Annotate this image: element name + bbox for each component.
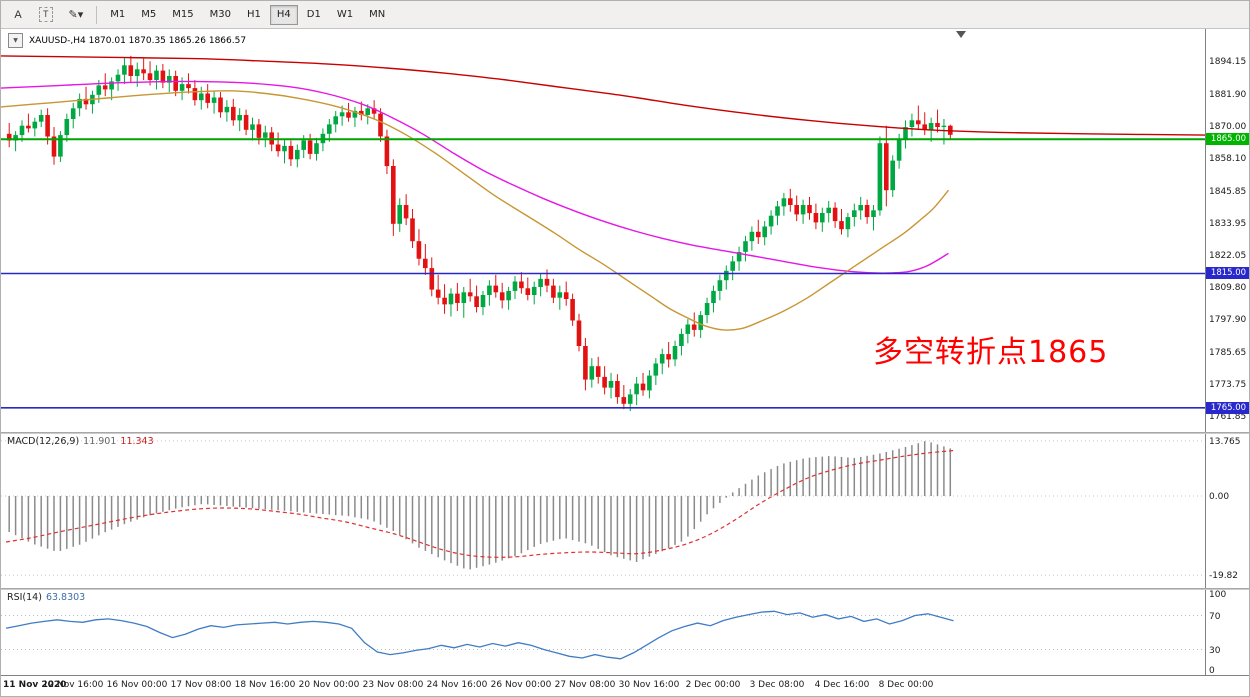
rsi-axis-label: 30: [1209, 646, 1221, 656]
price-axis-label: 1773.75: [1209, 380, 1247, 390]
time-axis-label: 16 Nov 00:00: [106, 680, 168, 690]
price-tag: 1865.00: [1206, 133, 1249, 145]
time-axis-label: 11 Nov 2020: [3, 680, 67, 690]
price-tag: 1815.00: [1206, 267, 1249, 279]
time-axis-label: 18 Nov 16:00: [234, 680, 296, 690]
time-axis-label: 20 Nov 00:00: [298, 680, 360, 690]
macd-panel-canvas[interactable]: [1, 434, 1205, 588]
price-axis-label: 1858.10: [1209, 154, 1247, 164]
macd-axis-label: 0.00: [1209, 492, 1230, 502]
macd-main-value: 11.901: [83, 436, 117, 447]
panel-separator-rsi[interactable]: [1, 588, 1249, 590]
rsi-axis-label: 70: [1209, 612, 1221, 622]
rsi-name: RSI(14): [7, 592, 42, 603]
macd-axis-label: -19.82: [1209, 571, 1239, 581]
ma-slow-line: [1, 55, 1205, 136]
rsi-axis-label: 0: [1209, 666, 1215, 676]
rsi-value: 63.8303: [45, 592, 86, 603]
ma-mid-line: [1, 80, 949, 274]
macd-name: MACD(12,26,9): [7, 436, 80, 447]
time-axis-label: 26 Nov 00:00: [490, 680, 552, 690]
timeframe-button-d1[interactable]: D1: [300, 5, 328, 25]
macd-signal-value: 11.343: [120, 436, 154, 447]
arrow-tool-button[interactable]: A: [6, 4, 30, 26]
macd-label: MACD(12,26,9) 11.901 11.343: [7, 436, 154, 447]
time-axis-label: 23 Nov 08:00: [362, 680, 424, 690]
chart-shift-marker[interactable]: [956, 31, 966, 38]
symbol-info: ▼ XAUUSD-,H4 1870.01 1870.35 1865.26 186…: [8, 33, 246, 48]
toolbar: A T ✎▾ M1 M5 M15 M30 H1 H4 D1 W1 MN: [1, 1, 1249, 29]
chevron-down-icon: ▼: [13, 37, 18, 44]
price-axis-label: 1894.15: [1209, 57, 1247, 67]
price-axis-label: 1881.90: [1209, 90, 1247, 100]
macd-axis-label: 13.765: [1209, 437, 1241, 447]
price-axis-label: 1833.95: [1209, 219, 1247, 229]
panel-separator-macd[interactable]: [1, 432, 1249, 434]
price-axis[interactable]: 1894.15 1881.90 1870.00 1858.10 1845.85 1833.…: [1205, 29, 1249, 676]
ma-fast-line: [1, 90, 950, 331]
time-axis-label: 3 Dec 08:00: [749, 680, 805, 690]
time-axis-label: 12 Nov 16:00: [42, 680, 104, 690]
timeframe-button-h1[interactable]: H1: [240, 5, 268, 25]
rsi-panel-canvas[interactable]: [1, 590, 1205, 675]
toolbar-separator: [96, 5, 98, 24]
timeframe-button-m15[interactable]: M15: [165, 5, 200, 25]
chart-window: ▼ XAUUSD-,H4 1870.01 1870.35 1865.26 186…: [1, 29, 1249, 696]
chart-annotation: 多空转折点1865: [873, 335, 1109, 370]
timeframe-toolbar: M1 M5 M15 M30 H1 H4 D1 W1 MN: [102, 4, 393, 25]
macd-signal-line: [5, 450, 954, 558]
timeframe-button-m30[interactable]: M30: [203, 5, 238, 25]
time-axis-label: 27 Nov 08:00: [554, 680, 616, 690]
price-axis-label: 1761.85: [1209, 412, 1247, 422]
text-tool-icon: T: [39, 7, 53, 22]
timeframe-button-mn[interactable]: MN: [362, 5, 392, 25]
rsi-axis-label: 100: [1209, 590, 1227, 600]
price-axis-label: 1822.05: [1209, 251, 1247, 261]
one-click-trading-toggle[interactable]: ▼: [8, 33, 23, 48]
timeframe-button-h4[interactable]: H4: [269, 4, 298, 25]
price-axis-label: 1785.65: [1209, 348, 1247, 358]
text-tool-button[interactable]: T: [32, 4, 60, 26]
price-axis-label: 1797.90: [1209, 315, 1247, 325]
timeframe-button-w1[interactable]: W1: [330, 5, 360, 25]
draw-tool-button[interactable]: ✎▾: [62, 4, 91, 26]
time-axis-label: 2 Dec 00:00: [685, 680, 741, 690]
timeframe-button-m5[interactable]: M5: [134, 5, 163, 25]
main-chart-canvas[interactable]: [1, 29, 1205, 432]
time-axis-label: 24 Nov 16:00: [426, 680, 488, 690]
rsi-label: RSI(14) 63.8303: [7, 592, 85, 603]
time-axis-label: 30 Nov 16:00: [618, 680, 680, 690]
timeframe-button-m1[interactable]: M1: [103, 5, 132, 25]
price-axis-label: 1845.85: [1209, 187, 1247, 197]
rsi-line: [5, 610, 954, 660]
time-axis-label: 17 Nov 08:00: [170, 680, 232, 690]
price-axis-label: 1870.00: [1209, 122, 1247, 132]
price-axis-label: 1809.80: [1209, 283, 1247, 293]
symbol-ohlc-text: XAUUSD-,H4 1870.01 1870.35 1865.26 1866.…: [29, 35, 247, 46]
time-axis-label: 4 Dec 16:00: [814, 680, 870, 690]
price-tag: 1765.00: [1206, 402, 1249, 414]
time-axis-label: 8 Dec 00:00: [878, 680, 934, 690]
time-axis[interactable]: 11 Nov 2020 12 Nov 16:00 16 Nov 00:00 17 No…: [1, 675, 1249, 696]
